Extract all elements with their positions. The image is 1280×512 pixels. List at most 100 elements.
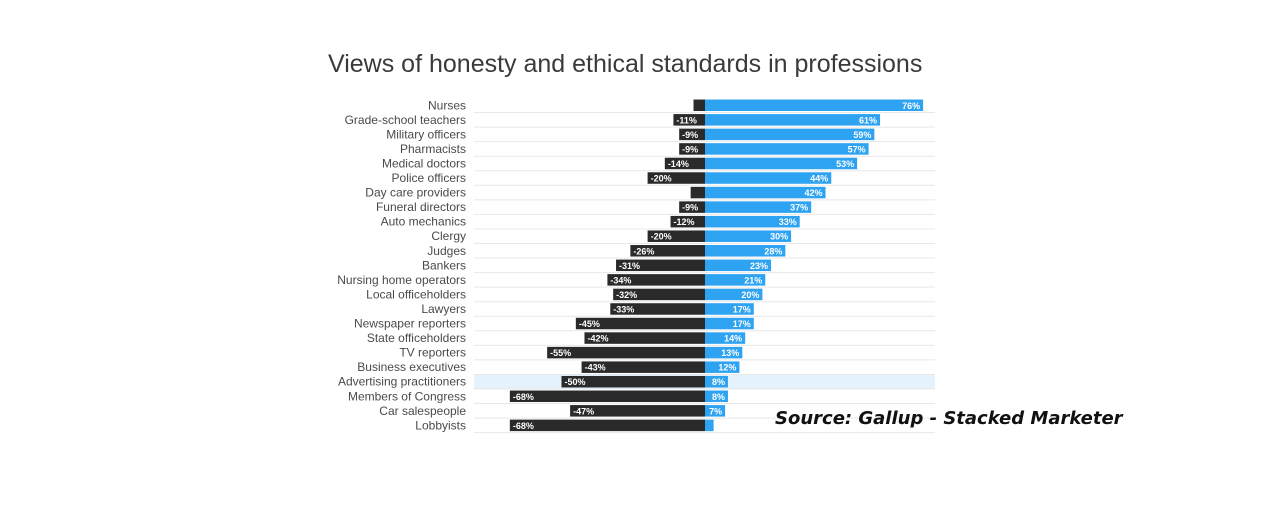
positive-bar [705, 274, 766, 286]
positive-value-label: 23% [750, 261, 768, 271]
negative-bar [647, 172, 705, 184]
negative-bar [561, 375, 705, 388]
positive-bar [705, 245, 786, 257]
category-label: Lawyers [421, 302, 466, 316]
negative-value-label: -43% [585, 363, 606, 373]
positive-value-label: 61% [859, 115, 877, 125]
negative-bar [613, 288, 705, 301]
category-label: Medical doctors [382, 156, 466, 170]
positive-value-label: 37% [790, 203, 808, 213]
positive-bar [705, 186, 826, 199]
positive-value-label: 13% [721, 348, 739, 358]
negative-bar [616, 259, 705, 272]
negative-bar [690, 186, 705, 199]
positive-bar [705, 317, 754, 330]
positive-bar [705, 303, 754, 315]
positive-bar [705, 114, 881, 126]
category-label: Grade-school teachers [345, 113, 466, 127]
positive-value-label: 7% [709, 406, 722, 416]
negative-value-label: -55% [550, 348, 571, 358]
category-label: State officeholders [367, 331, 466, 345]
category-label: Military officers [386, 127, 466, 141]
category-label: Lobbyists [415, 418, 466, 432]
negative-bar [693, 99, 705, 112]
positive-bar [705, 419, 714, 432]
negative-value-label: -68% [513, 392, 534, 402]
negative-value-label: -9% [682, 203, 698, 213]
category-label: Clergy [431, 229, 466, 243]
positive-value-label: 8% [712, 392, 725, 402]
positive-bar [705, 405, 726, 417]
positive-value-label: 33% [779, 217, 797, 227]
positive-value-label: 17% [733, 319, 751, 329]
positive-value-label: 14% [724, 334, 742, 344]
negative-value-label: -12% [674, 217, 695, 227]
data-labels: 76% -11% 61% -9% 59% -9% 57% -14% 53% -20% 44% 42% -… [513, 101, 920, 431]
negative-value-label: -42% [587, 334, 608, 344]
negative-bar [509, 419, 705, 432]
positive-value-label: 30% [770, 232, 788, 242]
negative-value-label: -9% [682, 144, 698, 154]
positive-value-label: 20% [741, 290, 759, 300]
positive-value-label: 12% [718, 363, 736, 373]
negative-bar [509, 390, 705, 403]
positive-bar [705, 215, 800, 228]
category-label: Members of Congress [348, 389, 466, 403]
positive-bar [705, 375, 728, 388]
negative-value-label: -68% [513, 421, 534, 431]
negative-bar [547, 346, 705, 359]
category-label: Pharmacists [400, 142, 466, 156]
negative-bar [575, 317, 705, 330]
row-separators [474, 112, 935, 434]
positive-bar [705, 332, 746, 344]
positive-bar [705, 99, 924, 112]
negative-bar [679, 143, 705, 155]
negative-value-label: -20% [651, 232, 672, 242]
negative-bar [670, 215, 705, 228]
negative-bar [673, 114, 705, 126]
category-label: Local officeholders [366, 287, 466, 301]
category-label: Advertising practitioners [338, 375, 466, 389]
category-label: Day care providers [365, 186, 466, 200]
category-label: Newspaper reporters [354, 317, 466, 331]
category-label: Funeral directors [376, 200, 466, 214]
positive-bar [705, 128, 875, 141]
positive-bar [705, 288, 763, 301]
category-label: Car salespeople [379, 404, 466, 418]
negative-value-label: -32% [616, 290, 637, 300]
negative-bar [570, 405, 705, 417]
negative-bar [664, 157, 705, 170]
category-label: Business executives [357, 360, 466, 374]
negative-value-label: -20% [651, 174, 672, 184]
negative-bar [581, 361, 705, 373]
negative-bar [584, 332, 705, 344]
positive-value-label: 59% [853, 130, 871, 140]
negative-bar [610, 303, 705, 315]
negative-value-label: -14% [668, 159, 689, 169]
positive-value-label: 8% [712, 377, 725, 387]
category-label: Nurses [428, 98, 466, 112]
negative-value-label: -45% [579, 319, 600, 329]
positive-value-label: 28% [764, 246, 782, 256]
positive-value-label: 21% [744, 275, 762, 285]
negative-value-label: -33% [613, 304, 634, 314]
positive-bar [705, 361, 740, 373]
positive-bar [705, 259, 772, 272]
negative-value-label: -34% [610, 275, 631, 285]
negative-value-label: -26% [633, 246, 654, 256]
negative-bar [647, 230, 705, 242]
category-label: Nursing home operators [337, 273, 466, 287]
source-note: Source: Gallup - Stacked Marketer [775, 408, 1123, 429]
positive-value-label: 53% [836, 159, 854, 169]
positive-bar [705, 172, 832, 184]
negative-bars [509, 99, 705, 432]
category-label: Auto mechanics [381, 215, 466, 229]
positive-value-label: 57% [848, 144, 866, 154]
positive-bar [705, 157, 858, 170]
negative-bar [630, 245, 705, 257]
positive-bar [705, 390, 728, 403]
category-label: TV reporters [399, 346, 466, 360]
negative-value-label: -50% [565, 377, 586, 387]
